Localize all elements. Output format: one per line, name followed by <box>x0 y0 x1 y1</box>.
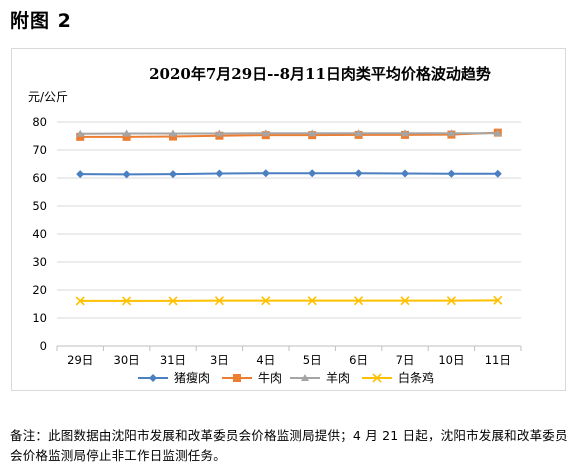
y-tick-label: 30 <box>32 255 47 269</box>
data-point-pork <box>169 170 177 179</box>
data-point-chicken <box>400 296 410 306</box>
series-beef <box>76 128 502 141</box>
legend-label: 猪瘦肉 <box>174 370 210 385</box>
legend-swatch-marker <box>301 374 309 381</box>
data-point-mutton <box>76 129 85 137</box>
legend-item-beef: 牛肉 <box>222 370 282 385</box>
x-tick-label: 11日 <box>485 353 511 367</box>
price-trend-chart: 2020年7月29日--8月11日肉类平均价格波动趋势 元/公斤 0 10 20 30… <box>28 65 522 385</box>
x-tick-label: 3日 <box>210 353 229 367</box>
chart-title: 2020年7月29日--8月11日肉类平均价格波动趋势 <box>149 65 491 83</box>
y-tick-label: 50 <box>32 199 47 213</box>
y-axis-unit-label: 元/公斤 <box>28 90 68 104</box>
data-point-chicken <box>261 296 271 306</box>
data-point-mutton <box>122 129 131 137</box>
data-point-chicken <box>446 296 456 306</box>
legend: 猪瘦肉 牛肉 羊肉 白条鸡 <box>138 370 434 385</box>
series-line-pork <box>80 172 498 176</box>
data-point-chicken <box>307 296 317 306</box>
x-tick-label: 4日 <box>256 353 275 367</box>
series-line-chicken <box>80 299 498 302</box>
chart-frame <box>11 48 566 391</box>
data-point-mutton <box>169 129 177 137</box>
y-tick-label: 60 <box>32 171 47 185</box>
series-pork <box>76 169 502 179</box>
data-point-beef <box>76 132 85 141</box>
legend-item-pork: 猪瘦肉 <box>138 370 210 385</box>
y-tick-label: 0 <box>40 339 47 353</box>
legend-item-chicken: 白条鸡 <box>362 370 434 385</box>
legend-label: 白条鸡 <box>398 370 434 385</box>
data-point-pork <box>122 170 131 179</box>
data-point-mutton <box>401 129 409 137</box>
data-point-pork <box>447 169 456 178</box>
y-tick-label: 20 <box>32 283 47 297</box>
x-tick-label: 10日 <box>438 353 464 367</box>
data-point-pork <box>76 170 85 179</box>
gridlines <box>57 121 521 347</box>
series-line-mutton <box>80 132 498 135</box>
data-point-mutton <box>447 129 456 137</box>
legend-swatch-marker <box>233 374 241 382</box>
data-point-chicken <box>493 295 503 305</box>
y-tick-label: 40 <box>32 227 47 241</box>
data-point-chicken <box>354 296 364 306</box>
data-point-pork <box>261 169 270 178</box>
data-point-chicken <box>122 296 132 306</box>
x-tick-label: 5日 <box>303 353 322 367</box>
figure-label: 附图 2 <box>10 10 72 32</box>
x-tick-label: 31日 <box>160 353 186 367</box>
data-point-beef <box>169 132 177 141</box>
series-chicken <box>75 295 503 306</box>
data-point-pork <box>215 169 224 178</box>
data-point-pork <box>401 169 409 178</box>
legend-label: 牛肉 <box>258 370 282 385</box>
data-point-mutton <box>493 129 502 137</box>
x-tick-label: 30日 <box>114 353 140 367</box>
legend-swatch-marker <box>372 373 382 383</box>
data-point-chicken <box>168 296 178 306</box>
footnote: 备注：此图数据由沈阳市发展和改革委员会价格监测局提供；4 月 21 日起，沈阳市… <box>10 428 568 463</box>
data-point-mutton <box>354 129 363 137</box>
y-tick-label: 80 <box>32 115 47 129</box>
x-tick-label: 7日 <box>396 353 415 367</box>
y-tick-label: 10 <box>32 311 47 325</box>
legend-label: 羊肉 <box>326 370 350 385</box>
x-tick-label: 6日 <box>349 353 368 367</box>
series-lines <box>75 128 503 306</box>
series-mutton <box>76 129 502 137</box>
data-point-chicken <box>75 296 85 306</box>
series-line-beef <box>80 131 498 138</box>
y-tick-labels: 0 10 20 30 40 50 60 70 80 <box>32 115 47 353</box>
data-point-mutton <box>215 129 224 137</box>
data-point-pork <box>493 169 502 178</box>
data-point-mutton <box>261 129 270 137</box>
data-point-pork <box>354 169 363 178</box>
data-point-beef <box>122 132 131 141</box>
y-tick-label: 70 <box>32 143 47 157</box>
legend-item-mutton: 羊肉 <box>290 370 350 385</box>
data-point-pork <box>308 169 317 178</box>
x-tick-label: 29日 <box>67 353 93 367</box>
data-point-chicken <box>214 296 224 306</box>
data-point-mutton <box>308 129 317 137</box>
x-tick-labels: 29日 30日 31日 3日 4日 5日 6日 7日 10日 11日 <box>56 346 522 367</box>
legend-swatch-marker <box>149 374 157 382</box>
